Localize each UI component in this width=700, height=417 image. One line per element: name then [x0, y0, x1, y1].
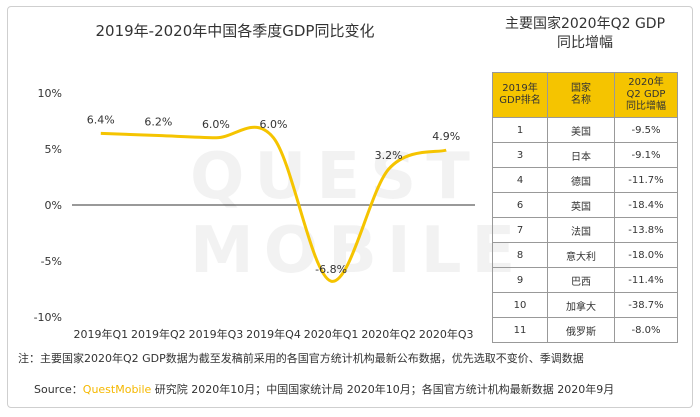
- table-cell: 俄罗斯: [547, 317, 615, 343]
- table-title: 主要国家2020年Q2 GDP 同比增幅: [486, 15, 684, 53]
- table-cell: -38.7%: [614, 292, 678, 318]
- data-label: -6.8%: [315, 263, 347, 276]
- table-cell: 11: [492, 317, 548, 343]
- table-cell: 加拿大: [547, 292, 615, 318]
- table-row: 6 英国 -18.4%: [492, 192, 678, 218]
- y-tick-label: -5%: [41, 255, 62, 268]
- gdp-series-line: [100, 125, 447, 283]
- gdp-table: 2019年 GDP排名 国家 名称 2020年 Q2 GDP 同比增幅 1 美国 -9.5% 3 日…: [492, 72, 678, 343]
- data-label: 4.9%: [432, 130, 460, 143]
- x-tick-label: 2020年Q1: [304, 327, 359, 341]
- source-rest: 研究院 2020年10月；中国国家统计局 2020年10月；各国官方统计机构最新…: [151, 383, 615, 396]
- table-cell: 意大利: [547, 242, 615, 268]
- table-row: 9 巴西 -11.4%: [492, 267, 678, 293]
- table-cell: -8.0%: [614, 317, 678, 343]
- source-prefix: Source：: [34, 383, 83, 396]
- table-row: 1 美国 -9.5%: [492, 117, 678, 143]
- frame: [7, 6, 693, 408]
- data-label: 6.0%: [260, 118, 288, 131]
- table-cell: 8: [492, 242, 548, 268]
- footnote: 注：主要国家2020年Q2 GDP数据为截至发稿前采用的各国官方统计机构最新公布…: [18, 352, 584, 365]
- table-cell: 1: [492, 117, 548, 143]
- x-tick-label: 2020年Q3: [419, 327, 474, 341]
- table-cell: 日本: [547, 142, 615, 168]
- table-row: 7 法国 -13.8%: [492, 217, 678, 243]
- table-cell: -18.0%: [614, 242, 678, 268]
- table-body: 1 美国 -9.5% 3 日本 -9.1% 4 德国 -11.7% 6 英国 -18.4% 7 法国 -13…: [492, 117, 678, 343]
- table-cell: -18.4%: [614, 192, 678, 218]
- table-row: 3 日本 -9.1%: [492, 142, 678, 168]
- table-cell: 9: [492, 267, 548, 293]
- source-line: Source：QuestMobile 研究院 2020年10月；中国国家统计局 …: [34, 381, 614, 397]
- x-tick-label: 2019年Q2: [131, 327, 186, 341]
- table-cell: 美国: [547, 117, 615, 143]
- table-cell: 10: [492, 292, 548, 318]
- watermark: QUEST MOBILE: [190, 140, 526, 288]
- x-tick-label: 2019年Q1: [73, 327, 128, 341]
- x-tick-label: 2019年Q3: [189, 327, 244, 341]
- table-cell: 法国: [547, 217, 615, 243]
- table-title-line1: 主要国家2020年Q2 GDP: [504, 16, 666, 32]
- table-cell: -9.5%: [614, 117, 678, 143]
- table-cell: 4: [492, 167, 548, 193]
- table-header-cell: 2019年 GDP排名: [492, 72, 548, 118]
- table-cell: 德国: [547, 167, 615, 193]
- table-cell: 巴西: [547, 267, 615, 293]
- table-cell: -13.8%: [614, 217, 678, 243]
- table-cell: 7: [492, 217, 548, 243]
- table-cell: -11.4%: [614, 267, 678, 293]
- y-tick-label: 0%: [45, 199, 62, 212]
- table-cell: 3: [492, 142, 548, 168]
- table-cell: 6: [492, 192, 548, 218]
- data-label: 6.2%: [144, 116, 172, 129]
- gdp-line-chart: 10% 5% 0% -5% -10% 2019年Q1 2019年Q2 2019年Q3 2019年…: [34, 87, 475, 341]
- table-row: 11 俄罗斯 -8.0%: [492, 317, 678, 343]
- y-tick-label: -10%: [34, 311, 62, 324]
- table-cell: 英国: [547, 192, 615, 218]
- data-label: 3.2%: [375, 149, 403, 162]
- table-header-cell: 2020年 Q2 GDP 同比增幅: [614, 72, 678, 118]
- table-header-cell: 国家 名称: [547, 72, 615, 118]
- table-title-line2: 同比增幅: [557, 35, 613, 51]
- table-cell: -9.1%: [614, 142, 678, 168]
- x-tick-label: 2019年Q4: [246, 327, 301, 341]
- source-brand: QuestMobile: [82, 383, 152, 396]
- table-row: 8 意大利 -18.0%: [492, 242, 678, 268]
- table-row: 4 德国 -11.7%: [492, 167, 678, 193]
- chart-title: 2019年-2020年中国各季度GDP同比变化: [95, 22, 375, 40]
- data-label: 6.0%: [202, 118, 230, 131]
- table-header-row: 2019年 GDP排名 国家 名称 2020年 Q2 GDP 同比增幅: [492, 72, 678, 118]
- table-cell: -11.7%: [614, 167, 678, 193]
- table-row: 10 加拿大 -38.7%: [492, 292, 678, 318]
- data-label: 6.4%: [87, 113, 115, 126]
- x-tick-label: 2020年Q2: [361, 327, 416, 341]
- y-tick-label: 5%: [45, 143, 62, 156]
- y-tick-label: 10%: [38, 87, 62, 100]
